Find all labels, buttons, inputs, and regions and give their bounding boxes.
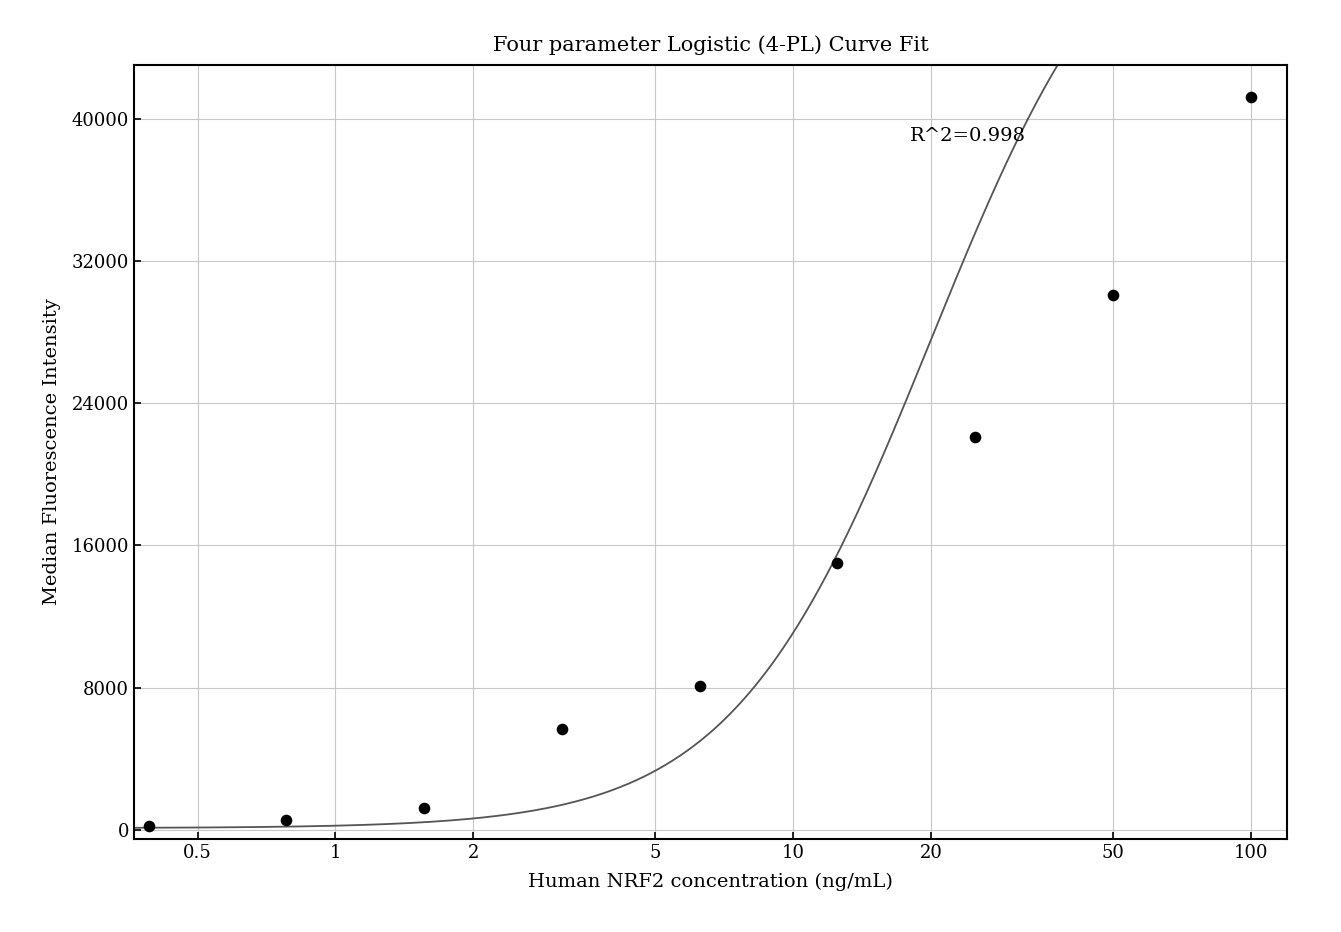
Point (138, 818, 160, 833)
Title: Four parameter Logistic (4-PL) Curve Fit: Four parameter Logistic (4-PL) Curve Fit (493, 35, 928, 55)
Point (1240, 89, 1262, 104)
Point (689, 678, 711, 693)
Text: R^2=0.998: R^2=0.998 (911, 128, 1026, 145)
Point (276, 812, 298, 827)
Point (827, 555, 849, 570)
Point (964, 430, 986, 445)
Point (551, 721, 573, 736)
Y-axis label: Median Fluorescence Intensity: Median Fluorescence Intensity (43, 298, 60, 606)
X-axis label: Human NRF2 concentration (ng/mL): Human NRF2 concentration (ng/mL) (528, 872, 893, 891)
Point (413, 801, 434, 816)
Point (1102, 287, 1124, 302)
